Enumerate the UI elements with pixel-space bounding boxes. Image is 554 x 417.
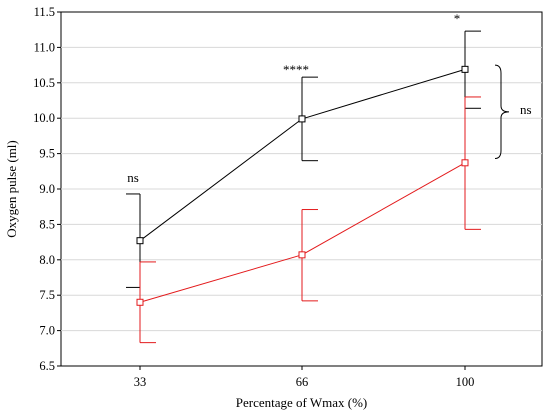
y-tick-label: 9.5 bbox=[39, 147, 55, 161]
y-axis-title: Oxygen pulse (ml) bbox=[4, 140, 19, 237]
grid-lines bbox=[61, 46, 542, 332]
y-tick-label: 9.0 bbox=[39, 182, 55, 196]
y-tick-label: 10.5 bbox=[33, 76, 55, 90]
y-tick-label: 7.0 bbox=[39, 324, 55, 338]
series-2-point bbox=[298, 251, 306, 259]
x-tick-label: 66 bbox=[296, 375, 309, 389]
x-axis-title: Percentage of Wmax (%) bbox=[236, 395, 368, 410]
y-tick-label: 10.0 bbox=[33, 111, 55, 125]
series-2-point bbox=[461, 159, 469, 167]
y-tick-label: 8.5 bbox=[39, 217, 55, 231]
significance-label: **** bbox=[283, 62, 309, 77]
y-tick-label: 11.5 bbox=[34, 5, 55, 19]
series-layer bbox=[126, 30, 481, 344]
series-1-point bbox=[461, 65, 469, 73]
series-1-point bbox=[298, 115, 306, 123]
axis-ticks: 6.5 7.0 7.5 8.0 8.5 9.0 9.5 10.0 10.5 11.0 11.5 33 6… bbox=[33, 5, 474, 389]
significance-label: ns bbox=[127, 170, 139, 185]
y-tick-label: 11.0 bbox=[34, 40, 55, 54]
significance-label: * bbox=[454, 11, 461, 26]
x-tick-label: 100 bbox=[456, 375, 475, 389]
annotations: ns*****ns bbox=[127, 11, 531, 185]
x-tick-label: 33 bbox=[134, 375, 147, 389]
series-1-point bbox=[136, 237, 144, 245]
comparison-bracket bbox=[494, 64, 510, 160]
series-2-point bbox=[136, 298, 144, 306]
significance-label: ns bbox=[520, 102, 532, 117]
y-tick-label: 7.5 bbox=[39, 288, 55, 302]
y-tick-label: 8.0 bbox=[39, 253, 55, 267]
y-tick-label: 6.5 bbox=[39, 359, 55, 373]
